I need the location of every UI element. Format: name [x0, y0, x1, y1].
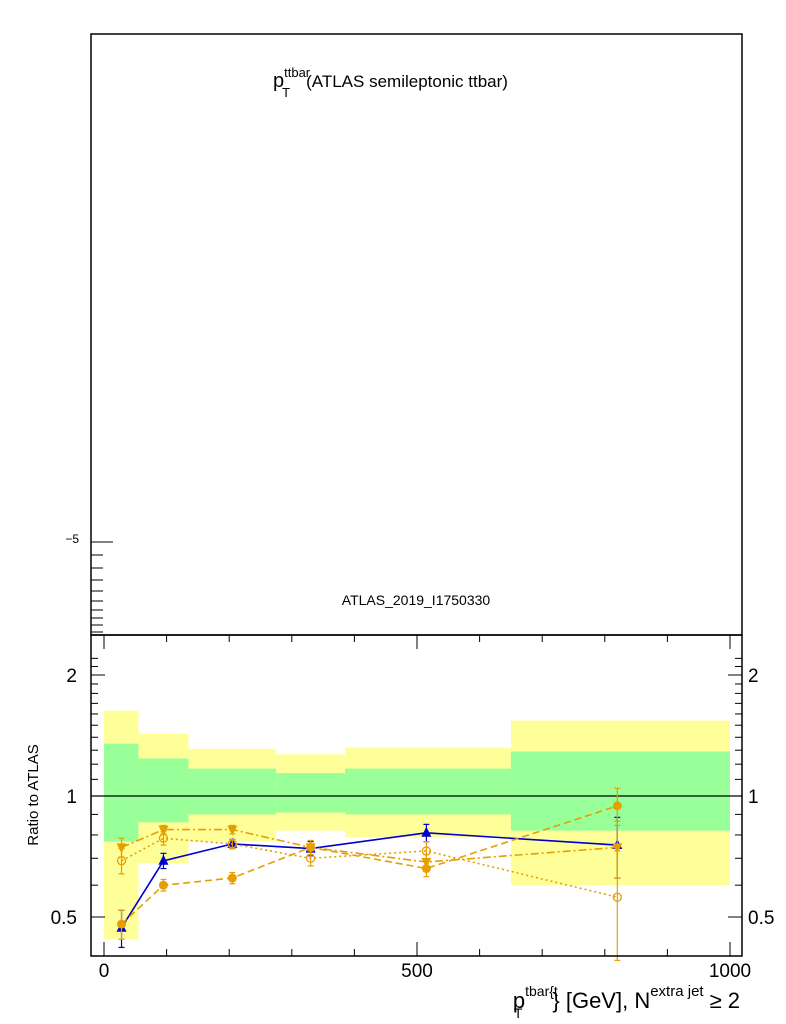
main-y-tick-label: −5	[65, 532, 79, 546]
title-var: p	[273, 70, 284, 92]
ratio-x-axis-label: ptbar{t T } [GeV], Nextra jet ≥ 2	[513, 983, 740, 1021]
data-point	[116, 843, 127, 854]
main-panel-frame	[90, 33, 743, 636]
data-point	[227, 839, 237, 849]
title-sub: T	[282, 85, 290, 100]
series-line	[120, 805, 618, 925]
data-point	[421, 858, 432, 869]
y-tick-label: 1	[66, 787, 77, 808]
xlabel-p-sub: T	[514, 1005, 523, 1021]
uncertainty-band-inner	[345, 768, 511, 815]
title-text: (ATLAS semileptonic ttbar)	[306, 72, 508, 91]
uncertainty-band-inner	[138, 758, 189, 823]
xlabel-mid: } [GeV], N	[552, 988, 650, 1013]
xlabel-rest: ≥ 2	[710, 988, 740, 1013]
x-tick-label: 1000	[709, 961, 751, 982]
uncertainty-band-inner	[104, 743, 139, 842]
data-point	[612, 801, 622, 811]
data-point	[612, 843, 623, 854]
analysis-label: ATLAS_2019_I1750330	[342, 592, 491, 608]
data-point	[158, 825, 169, 836]
series-line	[121, 828, 618, 863]
y-tick-label: 2	[66, 666, 77, 687]
data-point	[117, 919, 127, 929]
xlabel-p: p	[513, 988, 525, 1013]
y-tick-label-right: 0.5	[748, 908, 774, 929]
title-sup: ttbar	[284, 65, 311, 80]
y-tick-label-right: 1	[748, 787, 759, 808]
uncertainty-band-inner	[510, 751, 730, 831]
x-tick-label: 0	[99, 961, 110, 982]
xlabel-p-sup: tbar{t	[525, 983, 558, 999]
data-point	[158, 880, 168, 890]
ratio-y-axis-label: Ratio to ATLAS	[25, 744, 42, 845]
data-point	[421, 826, 432, 837]
main-panel-title: pttbar T (ATLAS semileptonic ttbar)	[273, 65, 508, 100]
data-point	[305, 843, 316, 854]
data-point	[227, 873, 237, 883]
xlabel-n-sup: extra jet	[650, 983, 704, 1000]
series-line	[121, 837, 618, 898]
y-tick-label-right: 2	[748, 666, 759, 687]
x-tick-label: 500	[401, 961, 433, 982]
data-point	[227, 825, 238, 836]
y-tick-label: 0.5	[51, 908, 77, 929]
uncertainty-band-inner	[188, 768, 277, 815]
data-point	[158, 854, 169, 865]
series-line	[120, 831, 618, 929]
uncertainty-band-inner	[276, 773, 346, 813]
data-point	[612, 892, 622, 902]
